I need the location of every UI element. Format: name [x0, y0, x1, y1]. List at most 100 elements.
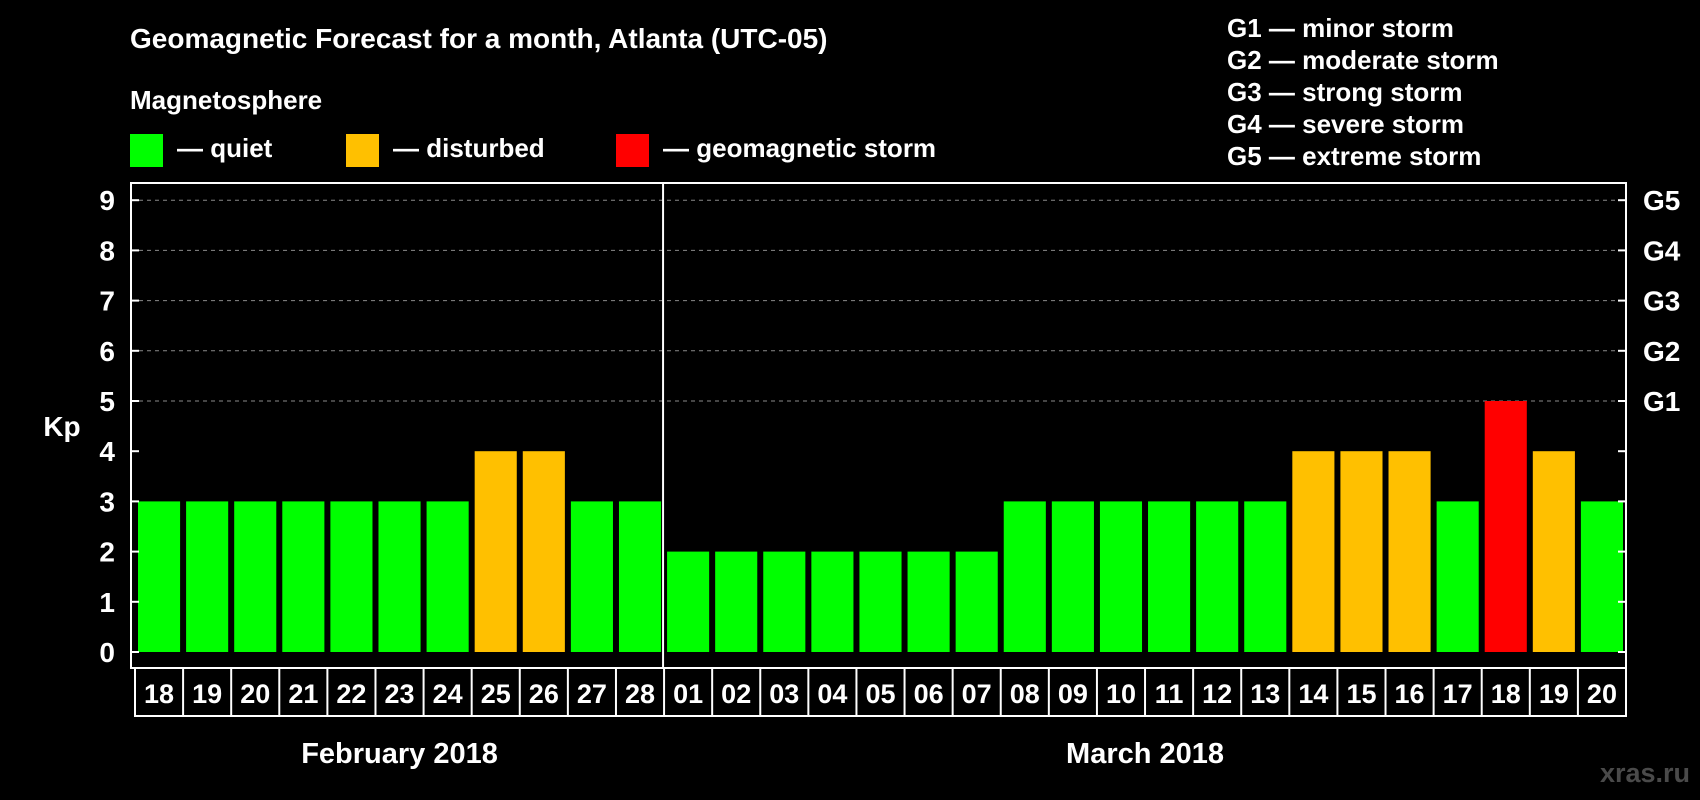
- bar: [1436, 501, 1479, 652]
- date-label: 05: [865, 679, 895, 709]
- bar: [1484, 401, 1527, 652]
- bar: [618, 501, 662, 652]
- date-label: 17: [1443, 679, 1473, 709]
- bars: [138, 401, 1623, 652]
- legend-swatch-quiet: [130, 134, 163, 167]
- date-label: 07: [962, 679, 992, 709]
- date-label: 25: [481, 679, 511, 709]
- date-label: 23: [385, 679, 415, 709]
- month-labels: February 2018 March 2018: [301, 738, 1224, 770]
- date-label: 21: [288, 679, 318, 709]
- legend-label-storm: — geomagnetic storm: [663, 133, 936, 163]
- y-tick-label: 6: [99, 336, 115, 367]
- date-label: 03: [769, 679, 799, 709]
- date-label: 22: [336, 679, 366, 709]
- date-row-box: [134, 667, 1627, 717]
- brand-watermark: xras.ru: [1600, 758, 1690, 788]
- right-axis-label: G2: [1643, 336, 1680, 367]
- date-label: 11: [1155, 679, 1184, 709]
- date-axis: 18 19 20 21 22 23 24 25 26 27 28 01 02 03 04 05 06 07 08 09…: [134, 667, 1627, 717]
- date-label: 04: [817, 679, 847, 709]
- y-tick-label: 5: [99, 386, 115, 417]
- date-label: 28: [625, 679, 655, 709]
- bar: [378, 501, 421, 652]
- bar: [282, 501, 325, 652]
- right-axis-label: G4: [1643, 235, 1681, 266]
- storm-scale-item: G1 — minor storm: [1227, 13, 1454, 43]
- bar: [474, 451, 517, 652]
- date-label: 26: [529, 679, 559, 709]
- y-tick-label: 2: [99, 537, 115, 568]
- bar: [1196, 501, 1239, 652]
- date-label: 02: [721, 679, 751, 709]
- bar: [1148, 501, 1191, 652]
- date-label: 19: [192, 679, 222, 709]
- right-axis-label: G5: [1643, 185, 1680, 216]
- date-label: 18: [1491, 679, 1521, 709]
- y-tick-label: 1: [99, 587, 115, 618]
- y-tick-label: 8: [99, 235, 115, 266]
- bar: [426, 501, 469, 652]
- date-label: 13: [1250, 679, 1280, 709]
- date-label: 14: [1298, 679, 1328, 709]
- legend-label-quiet: — quiet: [177, 133, 273, 163]
- date-label: 01: [673, 679, 703, 709]
- bar: [570, 501, 613, 652]
- bar: [715, 551, 758, 652]
- grid-lines: [131, 199, 1626, 402]
- bar: [1292, 451, 1335, 652]
- y-tick-label: 4: [99, 436, 115, 467]
- legend-swatch-storm: [616, 134, 649, 167]
- legend-title: Magnetosphere: [130, 85, 322, 115]
- right-axis-label: G3: [1643, 286, 1680, 317]
- right-axis-label: G1: [1643, 386, 1680, 417]
- bar: [1244, 501, 1287, 652]
- y-tick-label: 3: [99, 486, 115, 517]
- date-label: 10: [1106, 679, 1136, 709]
- y-tick-label: 7: [99, 286, 115, 317]
- bar: [330, 501, 373, 652]
- y-tick-label: 9: [99, 185, 115, 216]
- date-label: 20: [240, 679, 270, 709]
- legend-swatch-disturbed: [346, 134, 379, 167]
- y-tick-label: 0: [99, 637, 115, 668]
- bar: [907, 551, 950, 652]
- date-label: 09: [1058, 679, 1088, 709]
- month-label: February 2018: [301, 738, 498, 770]
- storm-scale-item: G3 — strong storm: [1227, 77, 1462, 107]
- y-axis-label: Kp: [43, 411, 80, 442]
- legend-label-disturbed: — disturbed: [393, 133, 545, 163]
- legend: — quiet — disturbed — geomagnetic storm: [130, 133, 936, 167]
- bar: [138, 501, 181, 652]
- bar: [955, 551, 998, 652]
- bar: [1340, 451, 1383, 652]
- date-label: 16: [1395, 679, 1425, 709]
- month-label: March 2018: [1066, 738, 1224, 770]
- date-label: 20: [1587, 679, 1617, 709]
- bar: [667, 551, 710, 652]
- bar: [1580, 501, 1623, 652]
- date-label: 24: [433, 679, 463, 709]
- date-label: 15: [1346, 679, 1376, 709]
- storm-scale-item: G2 — moderate storm: [1227, 45, 1499, 75]
- bar: [811, 551, 854, 652]
- bar: [186, 501, 229, 652]
- bar: [763, 551, 806, 652]
- bar: [1388, 451, 1431, 652]
- date-label: 08: [1010, 679, 1040, 709]
- date-label: 18: [144, 679, 174, 709]
- storm-scale-item: G5 — extreme storm: [1227, 141, 1481, 171]
- date-label: 19: [1539, 679, 1569, 709]
- bar: [1003, 501, 1046, 652]
- bar: [1532, 451, 1575, 652]
- chart-title: Geomagnetic Forecast for a month, Atlant…: [130, 23, 828, 54]
- bar: [1099, 501, 1143, 652]
- bar: [522, 451, 565, 652]
- date-label: 27: [577, 679, 607, 709]
- date-label: 06: [914, 679, 944, 709]
- storm-scale-item: G4 — severe storm: [1227, 109, 1464, 139]
- bar: [234, 501, 277, 652]
- bar: [1051, 501, 1094, 652]
